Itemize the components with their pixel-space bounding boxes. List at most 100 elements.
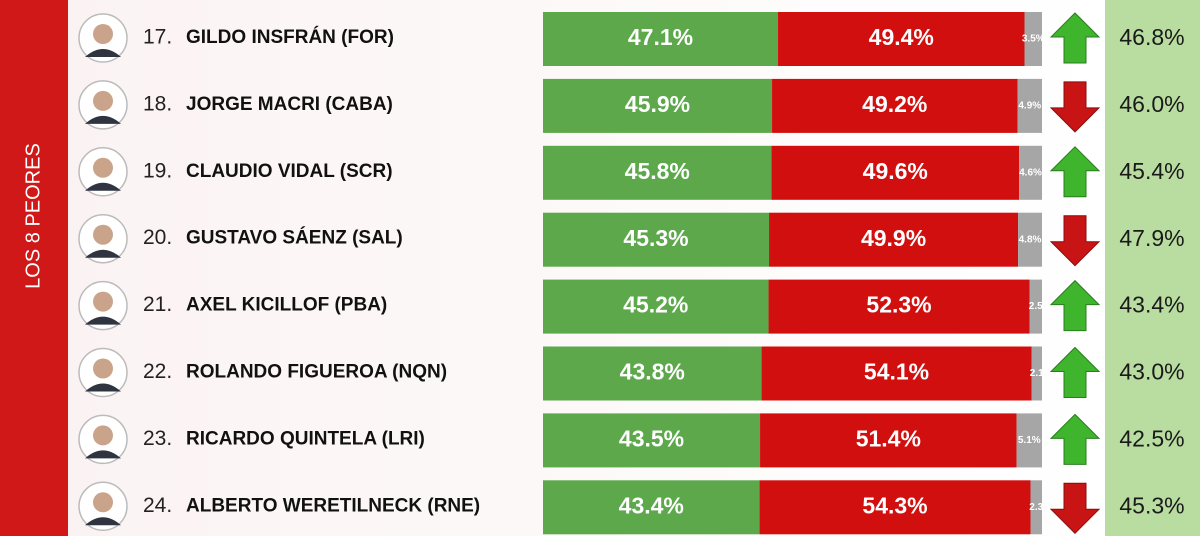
arrow-up — [1049, 413, 1101, 465]
avatar-face — [93, 425, 113, 446]
bar-segment — [543, 346, 762, 401]
bar-segment — [759, 480, 1031, 535]
bar-segment — [768, 279, 1030, 334]
previous-value: 46.0% — [1119, 91, 1184, 117]
arrow-up — [1049, 279, 1101, 332]
segment-label: 4.9% — [1018, 101, 1041, 112]
segment-label: 2.1 — [1030, 368, 1044, 379]
name: JORGE MACRI (CABA) — [186, 94, 393, 115]
rank: 20. — [143, 226, 172, 249]
bar-segment — [769, 212, 1019, 267]
rank: 18. — [143, 92, 172, 115]
name: CLAUDIO VIDAL (SCR) — [186, 161, 393, 182]
previous-value: 42.5% — [1119, 425, 1184, 451]
name: GUSTAVO SÁENZ (SAL) — [186, 227, 403, 249]
bar-segment — [543, 480, 760, 535]
bar-segment — [1024, 12, 1042, 66]
segment-label: 2.5 — [1029, 301, 1043, 312]
bar-segment — [1030, 480, 1042, 535]
avatar-face — [93, 90, 113, 111]
previous-value: 45.3% — [1119, 492, 1184, 518]
segment-label: 45.9% — [625, 91, 690, 117]
previous-value: 45.4% — [1119, 158, 1184, 184]
segment-label: 3.5% — [1022, 34, 1045, 45]
previous-column — [1105, 0, 1200, 536]
bar-segment — [543, 413, 761, 468]
avatar-body — [85, 49, 121, 57]
arrow-down — [1049, 215, 1101, 267]
segment-label: 49.6% — [863, 158, 928, 184]
bar-segment — [1017, 78, 1042, 133]
bar-segment — [1031, 346, 1042, 401]
segment-label: 52.3% — [866, 292, 931, 318]
segment-label: 49.9% — [861, 225, 926, 251]
side-label: LOS 8 PEORES — [22, 143, 44, 289]
bar-segment — [761, 346, 1032, 401]
name: GILDO INSFRÁN (FOR) — [186, 26, 394, 48]
segment-label: 43.8% — [620, 359, 685, 385]
bar-segment — [543, 212, 770, 267]
avatar-face — [93, 157, 113, 178]
bar-segment — [543, 78, 773, 133]
bar-segment — [1029, 279, 1042, 334]
arrow-down — [1049, 81, 1101, 133]
avatar-face — [93, 224, 113, 245]
avatar-face — [93, 24, 113, 44]
rank: 22. — [143, 360, 172, 383]
name: AXEL KICILLOF (PBA) — [186, 295, 387, 316]
avatar-body — [85, 316, 121, 325]
avatar-body — [85, 115, 121, 124]
segment-label: 4.6% — [1019, 167, 1042, 178]
avatar-face — [93, 358, 113, 379]
rank: 21. — [143, 293, 172, 316]
segment-label: 49.2% — [862, 91, 927, 117]
segment-label: 45.3% — [623, 225, 688, 251]
previous-value: 43.0% — [1119, 359, 1184, 385]
segment-label: 43.5% — [619, 425, 684, 451]
bar-segment — [1019, 145, 1042, 200]
avatar-body — [85, 249, 121, 258]
name: ALBERTO WERETILNECK (RNE) — [186, 495, 480, 516]
bar-segment — [543, 279, 769, 334]
arrow-up — [1049, 346, 1101, 398]
side-strip — [0, 0, 68, 536]
previous-value: 46.8% — [1119, 24, 1184, 50]
rank: 23. — [143, 427, 172, 450]
segment-label: 45.8% — [625, 158, 690, 184]
segment-label: 54.1% — [864, 359, 929, 385]
segment-label: 54.3% — [862, 492, 927, 518]
previous-value: 47.9% — [1119, 225, 1184, 251]
arrow-up — [1049, 12, 1101, 64]
bar-segment — [778, 12, 1025, 66]
rank: 17. — [143, 26, 172, 49]
arrow-up — [1049, 146, 1101, 198]
segment-label: 5.1% — [1018, 435, 1041, 446]
rank: 24. — [143, 494, 172, 517]
segment-label: 49.4% — [869, 24, 934, 50]
bar-segment — [543, 145, 772, 200]
avatar-body — [85, 450, 121, 459]
segment-label: 2.3 — [1029, 502, 1043, 513]
bar-segment — [1018, 212, 1042, 267]
segment-label: 47.1% — [628, 24, 693, 50]
bar-segment — [760, 413, 1017, 468]
bar-segment — [543, 12, 779, 66]
avatar-body — [85, 517, 121, 526]
name: RICARDO QUINTELA (LRI) — [186, 428, 425, 449]
avatar-face — [93, 492, 113, 513]
avatar-body — [85, 383, 121, 392]
bar-segment — [771, 145, 1020, 200]
avatar-body — [85, 182, 121, 191]
arrow-down — [1049, 482, 1101, 535]
segment-label: 45.2% — [623, 292, 688, 318]
segment-label: 4.8% — [1019, 234, 1042, 245]
bar-segment — [1016, 413, 1042, 468]
segment-label: 51.4% — [856, 425, 921, 451]
rank: 19. — [143, 159, 172, 182]
previous-value: 43.4% — [1119, 292, 1184, 318]
name: ROLANDO FIGUEROA (NQN) — [186, 362, 447, 383]
bar-segment — [772, 78, 1018, 133]
segment-label: 43.4% — [619, 492, 684, 518]
